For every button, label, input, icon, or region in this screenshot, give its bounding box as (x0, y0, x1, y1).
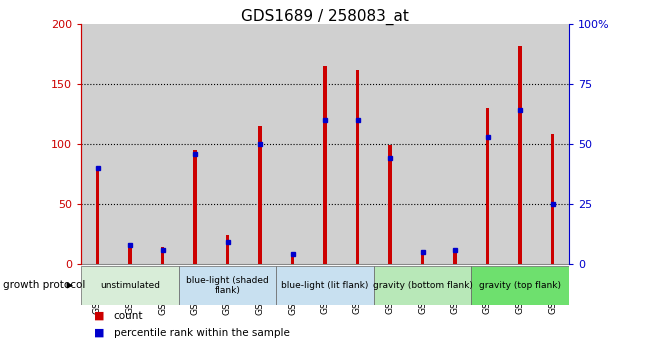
Bar (276, 24, 309, 264)
Bar (309, 24, 341, 264)
Bar (504, 24, 536, 264)
Bar (276, 266, 374, 305)
Bar (161, 247, 164, 264)
Bar (536, 24, 569, 264)
Text: blue-light (shaded
flank): blue-light (shaded flank) (186, 276, 269, 295)
Bar (471, 266, 569, 305)
Bar (211, 24, 244, 264)
Text: blue-light (lit flank): blue-light (lit flank) (281, 281, 369, 290)
Text: count: count (114, 311, 143, 321)
Bar (439, 24, 471, 264)
Bar (341, 24, 374, 264)
Bar (374, 266, 471, 305)
Bar (258, 126, 262, 264)
Bar (179, 266, 276, 305)
Bar (453, 251, 457, 264)
Bar (323, 66, 327, 264)
Text: ■: ■ (94, 328, 105, 338)
Bar (374, 24, 406, 264)
Bar (388, 145, 392, 264)
Bar (406, 24, 439, 264)
Text: unstimulated: unstimulated (100, 281, 160, 290)
Bar (356, 70, 359, 264)
Bar (81, 266, 179, 305)
Bar (551, 135, 554, 264)
Text: percentile rank within the sample: percentile rank within the sample (114, 328, 290, 338)
Bar (114, 24, 146, 264)
Bar (518, 46, 522, 264)
Bar (128, 244, 132, 264)
Text: gravity (bottom flank): gravity (bottom flank) (372, 281, 473, 290)
Bar (244, 24, 276, 264)
Text: gravity (top flank): gravity (top flank) (479, 281, 561, 290)
Bar (96, 167, 99, 264)
Text: GDS1689 / 258083_at: GDS1689 / 258083_at (241, 9, 409, 25)
Bar (471, 24, 504, 264)
Text: growth protocol: growth protocol (3, 280, 86, 290)
Bar (291, 254, 294, 264)
Bar (226, 235, 229, 264)
Bar (486, 108, 489, 264)
Text: ■: ■ (94, 311, 105, 321)
Bar (81, 24, 114, 264)
Bar (421, 252, 424, 264)
Bar (146, 24, 179, 264)
Bar (179, 24, 211, 264)
Bar (193, 150, 197, 264)
